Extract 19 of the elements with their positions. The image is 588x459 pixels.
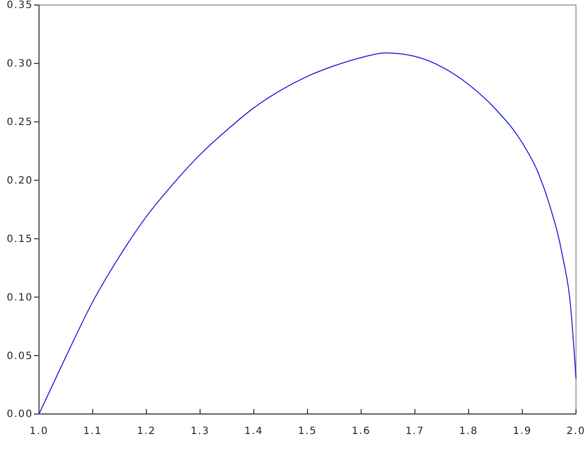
y-tick-label: 0.10	[6, 292, 33, 304]
x-tick-label: 1.2	[136, 426, 156, 438]
y-tick-label: 0.15	[6, 234, 33, 245]
y-tick-label: 0.25	[6, 117, 33, 128]
x-tick-label: 1.4	[244, 426, 264, 438]
x-tick-label: 1.1	[83, 426, 102, 438]
y-tick-label: 0.00	[6, 409, 33, 420]
x-tick-label: 1.6	[352, 426, 371, 438]
x-tick-label: 1.0	[30, 426, 48, 438]
x-tick-label: 1.9	[512, 426, 532, 438]
x-tick-label: 1.8	[459, 426, 478, 438]
x-tick-label: 1.7	[405, 426, 424, 438]
x-tick-label: 1.3	[190, 426, 210, 438]
x-tick-label: 1.5	[298, 426, 317, 438]
y-tick-label: 0.35	[6, 0, 33, 12]
y-tick-label: 0.20	[6, 175, 33, 186]
x-tick-label: 2.0	[566, 426, 586, 438]
y-tick-label: 0.30	[6, 58, 33, 70]
y-tick-label: 0.05	[6, 350, 33, 362]
